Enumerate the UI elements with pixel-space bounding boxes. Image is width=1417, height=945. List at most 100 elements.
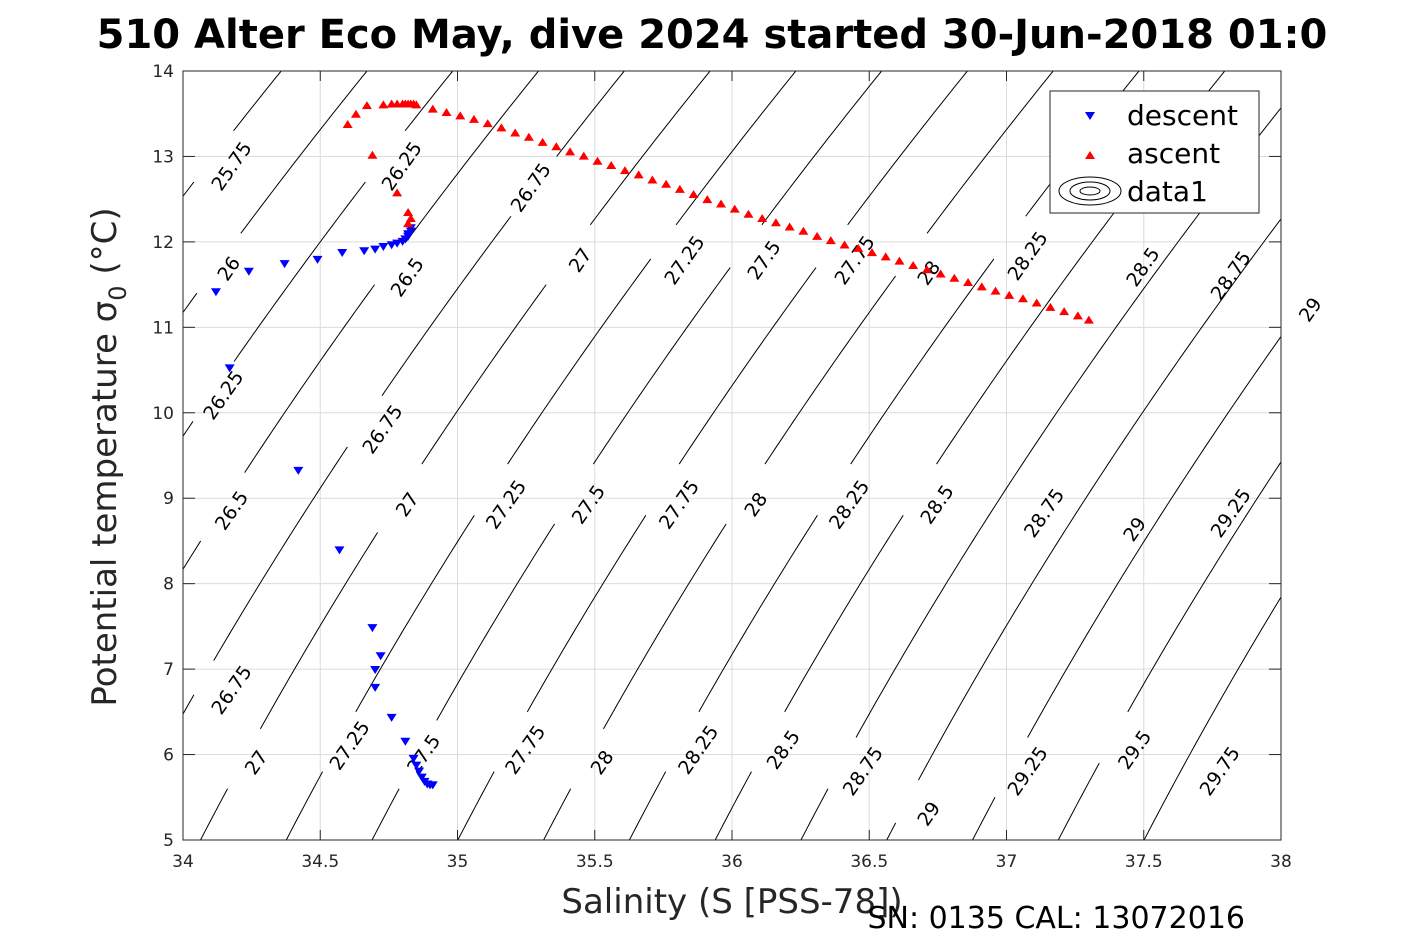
ascent-point <box>990 286 1001 295</box>
ascent-point <box>729 204 740 213</box>
x-tick-label: 37.5 <box>1125 852 1163 872</box>
contour-line <box>526 515 647 713</box>
x-axis-label: Salinity (S [PSS-78]) <box>561 882 902 922</box>
contour-line <box>847 71 969 226</box>
ascent-point <box>565 147 576 156</box>
contour-line <box>543 788 572 840</box>
ascent-point <box>342 119 353 128</box>
ascent-point <box>825 236 836 245</box>
ascent-point <box>427 104 438 113</box>
descent-point <box>312 255 323 264</box>
ascent-point <box>403 207 414 216</box>
contour-line <box>628 771 667 840</box>
contour-line <box>244 284 376 473</box>
contour-line <box>213 446 348 661</box>
y-tick-label: 12 <box>152 233 174 253</box>
ascent-point <box>1045 302 1056 311</box>
contour-line <box>285 771 324 840</box>
legend-label-data1: data1 <box>1127 175 1208 208</box>
legend: descent ascent data1 <box>1049 90 1260 214</box>
ascent-point <box>367 150 378 159</box>
descent-point <box>427 781 438 790</box>
descent-point <box>375 652 386 661</box>
contour-line <box>850 258 995 465</box>
ascent-point <box>405 213 416 222</box>
descent-point <box>224 364 235 373</box>
ascent-point <box>411 100 422 109</box>
contour-line <box>761 71 883 226</box>
descent-point <box>337 248 348 257</box>
ascent-point <box>523 132 534 141</box>
ascent-point <box>674 184 685 193</box>
legend-ascent-marker-icon <box>1085 151 1095 159</box>
ascent-series <box>342 99 1094 324</box>
ascent-point <box>468 114 479 123</box>
ascent-point <box>392 188 403 197</box>
ascent-point <box>455 111 466 120</box>
y-tick-label: 5 <box>163 831 174 851</box>
ascent-point <box>770 218 781 227</box>
descent-point <box>386 241 397 250</box>
ascent-point <box>812 231 823 240</box>
density-contours <box>183 71 1281 840</box>
x-tick-label: 36 <box>721 852 743 872</box>
ascent-point <box>688 190 699 199</box>
descent-point <box>416 773 427 782</box>
contour-line <box>421 284 547 465</box>
ascent-point <box>702 195 713 204</box>
ascent-point <box>350 109 361 118</box>
x-tick-label: 34.5 <box>301 852 339 872</box>
ascent-point <box>1031 298 1042 307</box>
contour-line <box>764 275 896 465</box>
y-tick-label: 13 <box>152 147 174 167</box>
y-tick-label: 14 <box>152 62 174 82</box>
contour-line <box>800 788 829 840</box>
ascent-point <box>361 101 372 110</box>
contour-label: 29 <box>1295 294 1327 326</box>
contour-line <box>714 771 752 840</box>
ascent-point <box>853 243 864 252</box>
y-tick-label: 6 <box>163 746 174 766</box>
ascent-point <box>908 260 919 269</box>
ascent-point <box>743 209 754 218</box>
ascent-point <box>378 100 389 109</box>
contour-line <box>404 71 454 132</box>
descent-point <box>367 624 378 633</box>
y-tick-label: 9 <box>163 489 174 509</box>
x-tick-label: 38 <box>1270 852 1292 872</box>
contour-line <box>355 515 475 713</box>
ascent-point <box>963 278 974 287</box>
ascent-point <box>551 142 562 151</box>
descent-point <box>370 683 381 692</box>
descent-point <box>386 713 397 722</box>
y-tick-label: 8 <box>163 575 174 595</box>
ascent-point <box>578 151 589 160</box>
descent-point <box>378 243 389 252</box>
ascent-point <box>510 128 521 137</box>
contour-line <box>1127 461 1281 713</box>
y-tick-label: 7 <box>163 660 174 680</box>
contour-line <box>926 71 1054 234</box>
contour-line <box>371 788 400 840</box>
contour-line <box>589 71 711 226</box>
ascent-point <box>894 256 905 265</box>
contour-line <box>436 523 556 721</box>
contour-line <box>233 71 282 132</box>
contour-line <box>886 822 897 840</box>
y-axis-label-unit: (°C) <box>85 207 125 285</box>
ascent-point <box>839 240 850 249</box>
contour-line <box>917 218 1281 781</box>
ascent-point <box>1059 307 1070 316</box>
ascent-point <box>866 248 877 257</box>
x-tick-label: 37 <box>996 852 1018 872</box>
legend-box <box>1049 90 1260 214</box>
ascent-point <box>716 199 727 208</box>
y-axis-label-subscript: 0 <box>104 285 132 300</box>
contour-line <box>675 71 797 226</box>
descent-point <box>243 267 254 276</box>
descent-point <box>370 245 381 254</box>
descent-point <box>334 546 345 555</box>
ascent-point <box>757 213 768 222</box>
legend-descent-marker-icon <box>1085 112 1095 120</box>
